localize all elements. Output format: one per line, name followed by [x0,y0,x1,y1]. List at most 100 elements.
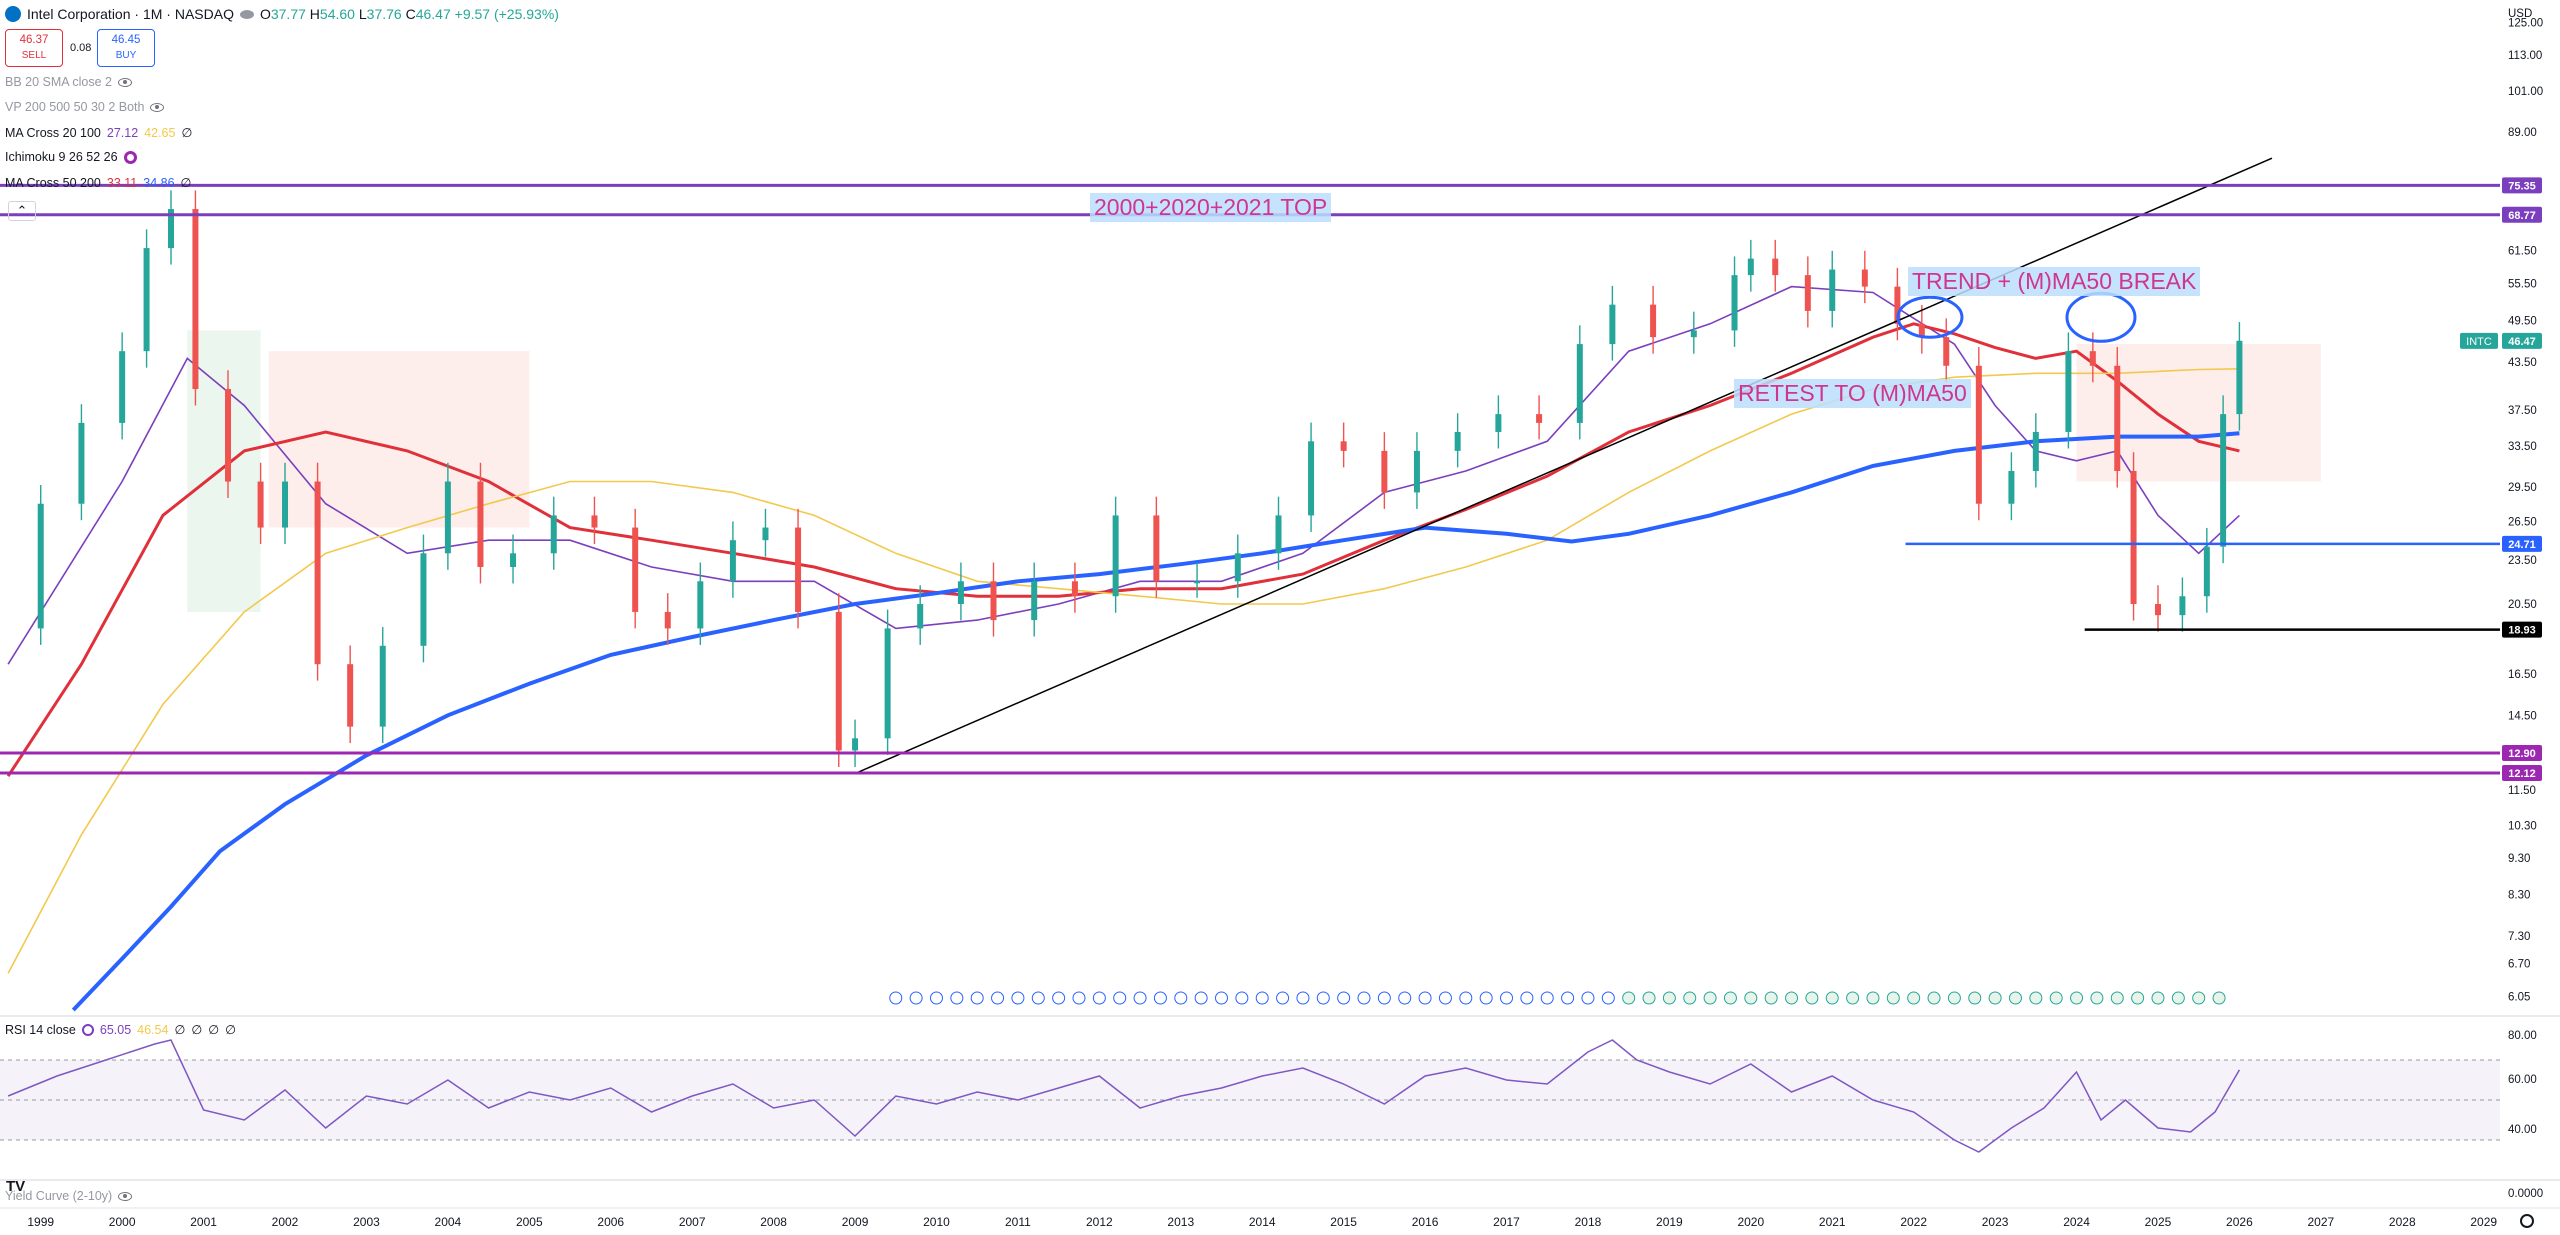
indicator-ma-cross-20-100[interactable]: MA Cross 20 100 27.12 42.65 ∅ [5,125,192,141]
time-axis-label: 2018 [1575,1215,1602,1229]
candle-body [1650,304,1657,338]
candle-body [37,503,44,629]
candle-body [143,248,150,352]
cross-value: ∅ [180,176,192,190]
l-label: L [358,6,367,22]
time-axis-label: 2017 [1493,1215,1520,1229]
price-tag-text: 18.93 [2508,625,2536,637]
intel-logo-icon [5,6,21,22]
candle-body [591,515,598,528]
candle-body [119,351,126,423]
dividend-marker-icon [1418,991,1432,1005]
dividend-marker-icon [1113,991,1127,1005]
earnings-marker-icon [1703,991,1717,1005]
eye-slash-icon[interactable] [118,77,133,87]
collapse-legend-button[interactable]: ⌃ [8,201,36,221]
dividend-marker-icon [1459,991,1473,1005]
candle-body [1690,330,1697,338]
time-axis-label: 2007 [679,1215,706,1229]
rsi-label: RSI 14 close [5,1022,76,1037]
time-axis-label: 2019 [1656,1215,1683,1229]
candle-body [2065,351,2072,432]
indicator-label: MA Cross 50 200 [5,175,101,190]
time-axis-label: 2000 [109,1215,136,1229]
ohlc-readout: O37.77 H54.60 L37.76 C46.47 +9.57 (+25.9… [260,6,559,22]
time-axis-label: 2015 [1330,1215,1357,1229]
cloud-band-red [2076,344,2321,482]
time-axis-label: 2011 [1005,1215,1031,1229]
candle-body [1495,414,1502,432]
candle-body [1576,344,1583,423]
rsi-legend[interactable]: RSI 14 close 65.05 46.54 ∅ ∅ ∅ ∅ [5,1022,236,1038]
ma200-value: 34.86 [143,175,175,190]
annotation-trend-break[interactable]: TREND + (M)MA50 BREAK [1908,267,2201,296]
candle-body [2089,351,2096,366]
time-axis-label: 2001 [190,1215,217,1229]
earnings-marker-icon [1927,991,1941,1005]
dividend-marker-icon [1194,991,1208,1005]
candle-body [420,553,427,646]
dividend-marker-icon [1581,991,1595,1005]
buy-button[interactable]: 46.45 BUY [97,29,155,67]
earnings-marker-icon [2049,991,2063,1005]
o-label: O [259,6,271,22]
price-axis-label: 20.50 [2508,599,2537,611]
dividend-marker-icon [1255,991,1269,1005]
dividend-marker-icon [909,991,923,1005]
dividend-marker-icon [1174,991,1188,1005]
earnings-marker-icon [1764,991,1778,1005]
price-tag [2502,764,2542,781]
cloud-band-red [268,351,530,528]
candle-body [1454,431,1461,451]
gear-icon[interactable] [2520,1214,2534,1228]
eye-slash-icon[interactable] [118,1191,133,1201]
sell-button[interactable]: 46.37 SELL [5,29,63,67]
price-tag-text: 24.71 [2508,539,2536,551]
earnings-marker-icon [1683,991,1697,1005]
candle-body [729,540,736,582]
yield-curve-legend[interactable]: Yield Curve (2-10y) [5,1189,133,1203]
price-axis-label: 14.50 [2508,710,2537,722]
earnings-marker-icon [1805,991,1819,1005]
buy-price: 46.45 [111,34,141,46]
high-value: 54.60 [319,6,355,22]
indicator-bb[interactable]: BB 20 SMA close 2 [5,75,133,89]
dividend-marker-icon [1011,991,1025,1005]
time-axis-label: 2023 [1982,1215,2009,1229]
settings-icon[interactable] [123,150,137,164]
settings-icon[interactable] [81,1023,94,1036]
candle-body [550,515,557,554]
dividend-marker-icon [1092,991,1106,1005]
rsi-line [7,1039,2241,1153]
time-axis-label: 2029 [2470,1215,2497,1229]
candle-body [884,628,891,739]
annotation-retest[interactable]: RETEST TO (M)MA50 [1734,379,1971,408]
earnings-marker-icon [1723,991,1737,1005]
candle-body [379,645,386,727]
candle-body [257,481,264,528]
earnings-marker-icon [1968,991,1982,1005]
earnings-marker-icon [2090,991,2104,1005]
price-axis-label: 29.50 [2508,482,2537,494]
low-value: 37.76 [366,6,402,22]
axes: 75.35 68.77 46.47 INTC 24.71 18.93 12.90 12.12 1… [0,18,2560,1229]
price-axis-label: 55.50 [2508,279,2537,291]
rsi-extra-value: ∅ [208,1023,220,1037]
price-axis-label: 26.50 [2508,516,2537,528]
annotation-top[interactable]: 2000+2020+2021 TOP [1090,193,1332,222]
symbol-header[interactable]: Intel Corporation · 1M · NASDAQ O37.77 H… [5,6,559,22]
price-series [37,157,2273,775]
dividend-marker-icon [1316,991,1330,1005]
ma20-value: 27.12 [106,125,139,140]
dividend-marker-icon [1296,991,1310,1005]
earnings-marker-icon [1866,991,1880,1005]
candle-body [1194,581,1201,584]
candle-body [1340,441,1347,451]
price-axis-label: 6.70 [2508,959,2530,971]
candle-body [444,481,451,554]
indicator-vp[interactable]: VP 200 500 50 30 2 Both [5,100,165,114]
indicator-ma-cross-50-200[interactable]: MA Cross 50 200 33.11 34.86 ∅ [5,175,192,191]
eye-slash-icon[interactable] [150,102,165,112]
indicator-ichimoku[interactable]: Ichimoku 9 26 52 26 [5,150,137,164]
